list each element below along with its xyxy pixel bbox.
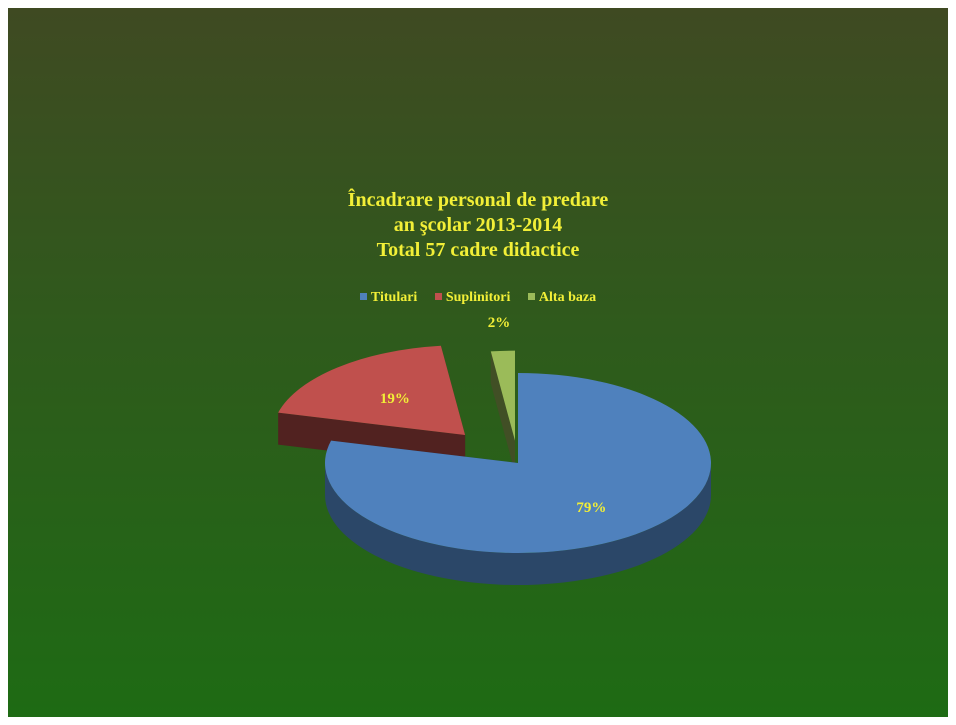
pie-label-0: 79% [576,500,606,516]
chart-title: Încadrare personal de predare an şcolar … [8,188,948,263]
chart-title-line-2: an şcolar 2013-2014 [393,214,563,236]
slide-background: Încadrare personal de predare an şcolar … [8,8,948,717]
chart-legend: Titulari Suplinitori Alta baza [8,290,948,306]
legend-item-suplinitori: Suplinitori [434,290,511,306]
legend-label-suplinitori: Suplinitori [445,290,511,305]
legend-swatch-suplinitori [434,293,442,301]
pie-chart: 79% 19% 2% [278,315,711,585]
legend-label-titulari: Titulari [370,290,418,305]
pie-top-faces [278,345,711,553]
legend-item-titulari: Titulari [359,290,418,306]
pie-slice-alta-baza [490,350,515,441]
legend-swatch-titulari [359,293,367,301]
pie-slice-titulari [324,372,711,553]
pie-labels: 79% 19% 2% [380,315,606,516]
pie-slice-suplinitori [278,345,466,436]
pie-slice-wall-0-0 [325,463,711,585]
chart-title-line-1: Încadrare personal de predare [347,189,609,211]
pie-label-2: 2% [488,315,511,331]
pie-slice-cut-2-0 [490,351,515,473]
legend-item-alta-baza: Alta baza [527,290,597,306]
legend-label-alta-baza: Alta baza [538,290,597,305]
chart-title-line-3: Total 57 cadre didactice [376,239,580,261]
pie-label-1: 19% [380,391,410,407]
legend-swatch-alta-baza [527,293,535,301]
